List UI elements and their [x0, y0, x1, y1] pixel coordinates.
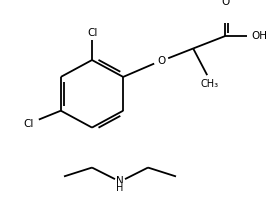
Text: O: O [221, 0, 229, 7]
Text: H: H [116, 183, 124, 193]
Text: CH₃: CH₃ [200, 79, 218, 89]
Text: N: N [116, 176, 124, 186]
Text: Cl: Cl [24, 119, 34, 129]
Text: Cl: Cl [88, 28, 98, 38]
Text: OH: OH [251, 31, 267, 41]
Text: O: O [157, 56, 165, 66]
